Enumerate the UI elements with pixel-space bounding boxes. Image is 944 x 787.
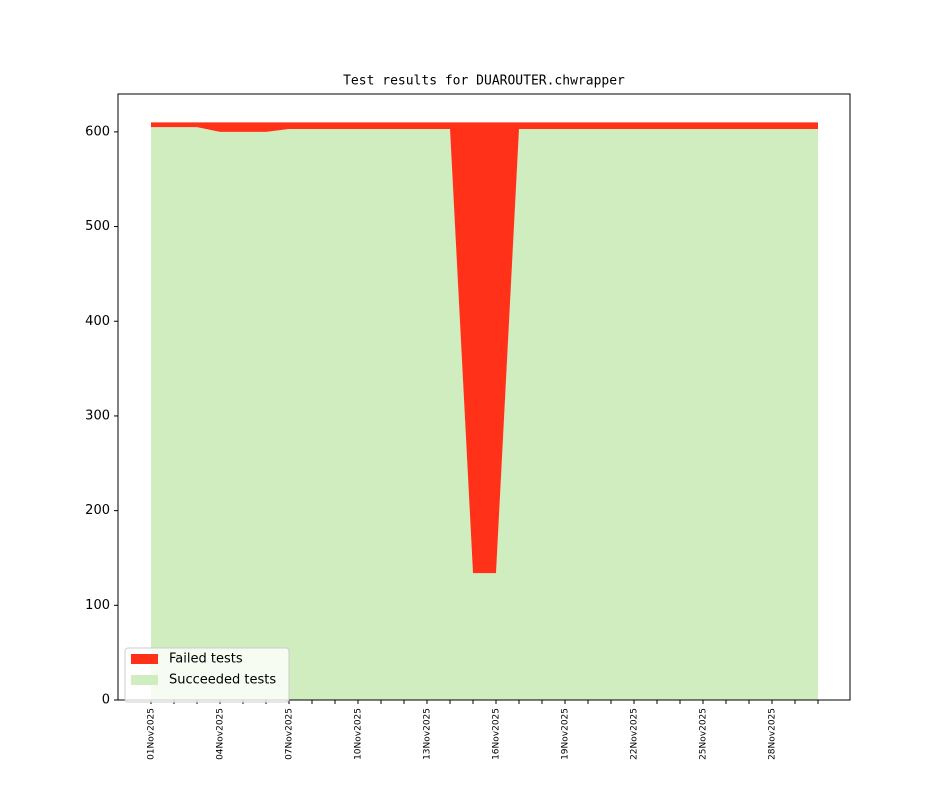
legend: Failed tests Succeeded tests — [124, 647, 290, 703]
x-tick-label: 25Nov2025 — [699, 708, 709, 760]
y-tick-label: 600 — [85, 124, 110, 139]
x-tick-label: 16Nov2025 — [492, 708, 502, 760]
x-tick-label: 28Nov2025 — [768, 708, 778, 760]
chart-title: Test results for DUAROUTER.chwrapper — [343, 74, 625, 89]
legend-swatch — [131, 675, 158, 685]
plot-frame — [117, 93, 851, 701]
legend-label: Failed tests — [169, 652, 243, 667]
y-tick-label: 100 — [85, 598, 110, 613]
legend-label: Succeeded tests — [169, 673, 276, 688]
area — [151, 127, 818, 700]
area — [151, 122, 818, 574]
y-tick-label: 200 — [85, 503, 110, 518]
x-tick-label: 13Nov2025 — [423, 708, 433, 760]
x-tick-label: 07Nov2025 — [285, 708, 295, 760]
legend-frame — [124, 647, 290, 703]
y-tick-label: 0 — [102, 693, 110, 708]
y-tick-label: 500 — [85, 219, 110, 234]
x-tick-label: 01Nov2025 — [147, 708, 157, 760]
x-tick-label: 19Nov2025 — [561, 708, 571, 760]
x-tick-label: 10Nov2025 — [354, 708, 364, 760]
y-tick-label: 300 — [85, 408, 110, 423]
legend-swatch — [131, 654, 158, 664]
x-tick-label: 04Nov2025 — [216, 708, 226, 760]
y-tick-label: 400 — [85, 314, 110, 329]
x-tick-label: 22Nov2025 — [630, 708, 640, 760]
